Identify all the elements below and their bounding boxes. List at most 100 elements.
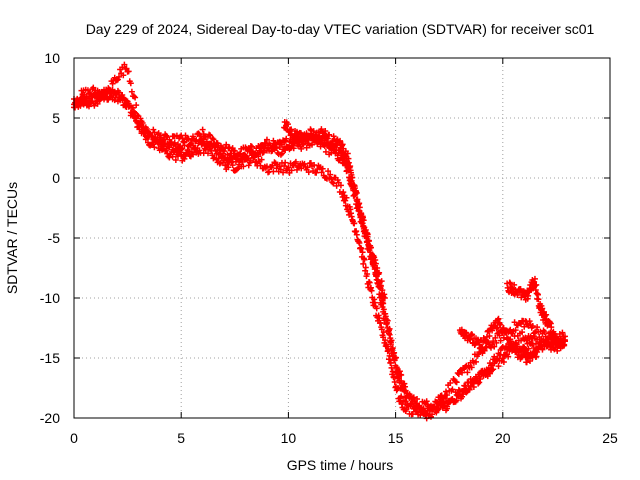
- data-point: [384, 317, 391, 324]
- data-point: [132, 94, 139, 101]
- y-tick-label: 0: [52, 170, 60, 186]
- data-point: [340, 189, 347, 196]
- data-point: [554, 347, 561, 354]
- data-point: [441, 400, 448, 407]
- data-point: [518, 321, 525, 328]
- data-point: [293, 166, 300, 173]
- data-point: [344, 150, 351, 157]
- data-point: [313, 169, 320, 176]
- data-point: [503, 329, 510, 336]
- data-point: [288, 167, 295, 174]
- data-point: [185, 135, 192, 142]
- data-point: [260, 145, 267, 152]
- data-point: [444, 405, 451, 412]
- y-tick-label: -15: [40, 350, 60, 366]
- data-point: [141, 127, 148, 134]
- data-point: [189, 133, 196, 140]
- data-point: [212, 147, 219, 154]
- data-point: [157, 132, 164, 139]
- data-point: [559, 329, 566, 336]
- data-point: [389, 368, 396, 375]
- data-point: [307, 160, 314, 167]
- data-point: [199, 126, 206, 133]
- data-point: [209, 135, 216, 142]
- data-point: [519, 329, 526, 336]
- data-point: [303, 130, 310, 137]
- data-point: [492, 334, 499, 341]
- x-tick-label: 15: [388, 430, 404, 446]
- data-point: [463, 389, 470, 396]
- data-point: [488, 344, 495, 351]
- data-point: [493, 339, 500, 346]
- data-point: [382, 337, 389, 344]
- data-point: [373, 305, 380, 312]
- data-point: [553, 333, 560, 340]
- data-point: [193, 136, 200, 143]
- data-point: [475, 380, 482, 387]
- data-point: [431, 403, 438, 410]
- data-point: [163, 145, 170, 152]
- data-point: [380, 300, 387, 307]
- data-point: [359, 249, 366, 256]
- data-point: [366, 279, 373, 286]
- data-point: [205, 150, 211, 157]
- data-point: [319, 165, 326, 172]
- data-point: [464, 369, 471, 376]
- data-point: [191, 144, 198, 151]
- data-point: [298, 165, 305, 172]
- data-point: [269, 162, 276, 169]
- data-point: [127, 112, 134, 119]
- data-point: [143, 134, 150, 141]
- data-point: [199, 140, 206, 147]
- data-point: [298, 145, 305, 152]
- y-tick-label: 5: [52, 110, 60, 126]
- data-point: [407, 402, 414, 409]
- data-point: [169, 153, 176, 160]
- data-point: [301, 160, 308, 167]
- data-point: [113, 77, 120, 84]
- x-tick-label: 20: [495, 430, 511, 446]
- data-point: [364, 271, 371, 278]
- data-point: [86, 103, 93, 110]
- data-point: [111, 97, 118, 104]
- data-point: [421, 410, 428, 417]
- data-point: [362, 264, 369, 271]
- data-point: [500, 359, 507, 366]
- data-point: [557, 343, 564, 349]
- data-point: [427, 413, 434, 420]
- data-point: [233, 166, 240, 173]
- data-point: [368, 287, 375, 294]
- data-point: [318, 169, 325, 176]
- data-point: [420, 405, 427, 412]
- data-point: [166, 154, 173, 161]
- data-point: [226, 144, 233, 151]
- data-point: [224, 161, 231, 168]
- data-point: [440, 403, 447, 410]
- data-point: [229, 162, 236, 169]
- data-point: [486, 370, 493, 377]
- data-point: [361, 224, 368, 231]
- data-point: [171, 147, 178, 154]
- x-tick-label: 25: [602, 430, 618, 446]
- data-point: [303, 144, 310, 151]
- y-axis-title: SDTVAR / TECUs: [4, 182, 20, 294]
- data-point: [352, 188, 359, 195]
- data-point: [131, 93, 138, 100]
- data-point: [457, 395, 464, 402]
- data-point: [512, 327, 519, 334]
- data-point: [112, 91, 119, 98]
- data-point: [543, 311, 550, 318]
- data-point: [529, 322, 536, 329]
- data-point: [121, 61, 128, 68]
- data-point: [494, 324, 501, 331]
- data-point: [270, 168, 277, 175]
- data-point: [282, 159, 289, 166]
- data-point: [548, 324, 555, 331]
- data-point: [132, 115, 139, 122]
- data-point: [539, 345, 546, 352]
- data-point: [182, 132, 189, 139]
- data-point: [337, 182, 344, 189]
- data-point: [360, 217, 367, 224]
- data-point: [469, 331, 476, 338]
- y-tick-label: -10: [40, 290, 60, 306]
